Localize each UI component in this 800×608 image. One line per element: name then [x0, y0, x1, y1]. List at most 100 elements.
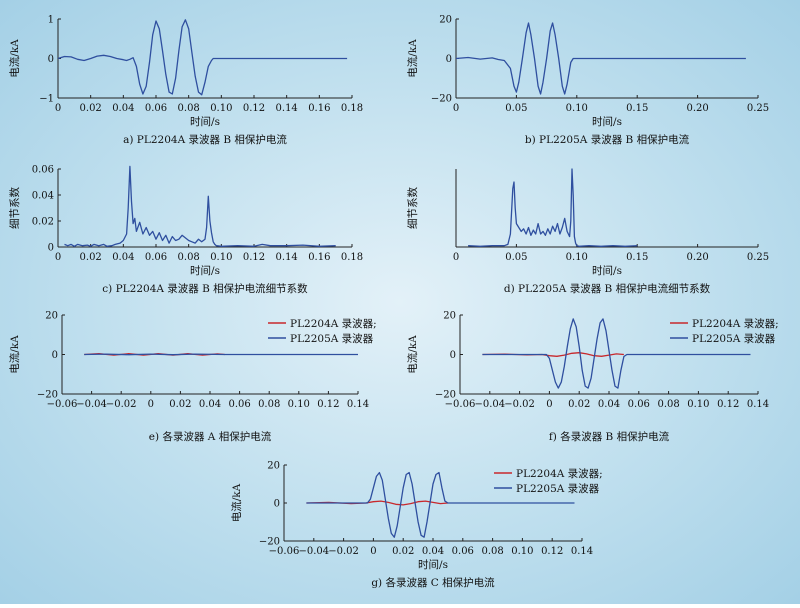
- x-tick-label: 0.05: [505, 103, 527, 114]
- x-tick-label: 0.10: [210, 252, 232, 263]
- x-tick-label: 0.14: [276, 252, 298, 263]
- x-axis-label: 时间/s: [592, 264, 622, 277]
- x-tick-label: 0.12: [541, 546, 563, 557]
- x-tick-label: 0.08: [481, 546, 503, 557]
- x-tick-label: 0.04: [199, 399, 221, 410]
- series-line-a-0: [57, 19, 348, 96]
- x-tick-label: 0.04: [598, 399, 620, 410]
- x-tick-label: 0.12: [243, 103, 265, 114]
- x-tick-label: 0.08: [258, 399, 280, 410]
- x-tick-label: 0.04: [112, 103, 134, 114]
- y-axis-label: 电流/kA: [406, 335, 419, 374]
- x-axis-label: 时间/s: [592, 115, 622, 128]
- chart-caption: d) PL2205A 录波器 B 相保护电流细节系数: [504, 282, 711, 295]
- x-tick-label: −0.02: [504, 399, 535, 410]
- x-tick-label: 0.12: [317, 399, 339, 410]
- x-tick-label: 0: [148, 399, 154, 410]
- x-tick-label: 0: [55, 252, 61, 263]
- x-tick-label: 0.10: [511, 546, 533, 557]
- series-line-c-0: [64, 165, 336, 247]
- x-tick-label: 0: [370, 546, 376, 557]
- x-tick-label: −0.04: [474, 399, 505, 410]
- chart-caption: b) PL2205A 录波器 B 相保护电流: [525, 133, 690, 146]
- chart-caption: a) PL2204A 录波器 B 相保护电流: [123, 133, 287, 146]
- chart-caption: g) 各录波器 C 相保护电流: [371, 576, 495, 589]
- x-tick-label: 0.02: [169, 399, 191, 410]
- series-line-d-0: [468, 168, 638, 247]
- y-axis-label: 细节系数: [406, 187, 419, 229]
- y-axis-label: 电流/kA: [230, 483, 243, 522]
- x-tick-label: 0.06: [452, 546, 474, 557]
- x-axis-label: 时间/s: [190, 115, 220, 128]
- series-line-f-1: [482, 318, 751, 389]
- x-tick-label: 0.10: [687, 399, 709, 410]
- x-tick-label: 0.14: [276, 103, 298, 114]
- x-tick-label: −0.04: [76, 399, 107, 410]
- legend-label: PL2204A 录波器;: [692, 317, 779, 330]
- x-tick-label: 0.04: [422, 546, 444, 557]
- x-tick-label: 0.04: [112, 252, 134, 263]
- x-tick-label: 0.12: [243, 252, 265, 263]
- x-tick-label: 0.25: [747, 103, 769, 114]
- x-tick-label: 0.14: [571, 546, 593, 557]
- x-tick-label: 0.10: [566, 252, 588, 263]
- x-tick-label: 0.18: [341, 103, 363, 114]
- x-tick-label: 0.15: [626, 252, 648, 263]
- legend-label: PL2204A 录波器;: [516, 467, 603, 480]
- x-tick-label: 0.14: [747, 399, 769, 410]
- chart-panel-a: 0 0.02 0.04 0.06 0.08 0.10 0.12 0.14 0.16 0.18−10…: [8, 15, 363, 147]
- y-tick-label: 1: [48, 15, 54, 26]
- x-tick-label: 0.25: [747, 252, 769, 263]
- x-tick-label: 0.12: [717, 399, 739, 410]
- x-tick-label: 0.06: [228, 399, 250, 410]
- series-line-b-0: [455, 22, 746, 95]
- x-tick-label: 0.20: [686, 103, 708, 114]
- chart-panel-e: −0.06−0.04−0.02 0 0.02 0.04 0.06 0.08 0.10 0.12…: [8, 311, 377, 444]
- y-tick-label: −20: [431, 94, 452, 105]
- x-tick-label: −0.02: [106, 399, 137, 410]
- y-tick-label: 0.02: [32, 217, 54, 228]
- legend-label: PL2204A 录波器;: [290, 317, 377, 330]
- y-tick-label: 0: [48, 243, 54, 254]
- x-tick-label: −0.06: [269, 546, 300, 557]
- x-tick-label: 0.10: [210, 103, 232, 114]
- y-tick-label: −1: [39, 94, 54, 105]
- series-line-g-1: [306, 471, 575, 538]
- x-tick-label: 0.18: [341, 252, 363, 263]
- y-axis-label: 电流/kA: [406, 39, 419, 78]
- chart-caption: c) PL2204A 录波器 B 相保护电流细节系数: [102, 282, 308, 295]
- y-axis-label: 细节系数: [8, 187, 21, 229]
- x-tick-label: 0.02: [568, 399, 590, 410]
- y-tick-label: −20: [435, 390, 456, 401]
- legend-label: PL2205A 录波器: [290, 332, 374, 345]
- x-tick-label: 0.06: [145, 252, 167, 263]
- y-tick-label: 20: [45, 311, 58, 322]
- chart-panel-f: −0.06 −0.04 −0.02 0 0.02 0.04 0.06 0.08 0.10 0.12…: [406, 311, 779, 444]
- y-axis-label: 电流/kA: [8, 39, 21, 78]
- x-tick-label: 0.15: [626, 103, 648, 114]
- x-axis-label: 时间/s: [418, 558, 448, 571]
- x-tick-label: 0.02: [80, 252, 102, 263]
- x-tick-label: −0.02: [328, 546, 359, 557]
- chart-panel-d: 0 0.05 0.10 0.15 0.20 0.25 时间/s 细节系数 d) PL2205A …: [406, 168, 769, 295]
- y-tick-label: 20: [267, 461, 280, 472]
- y-tick-label: 0: [274, 499, 280, 510]
- x-tick-label: −0.04: [298, 546, 329, 557]
- y-tick-label: 20: [439, 15, 452, 26]
- legend-label: PL2205A 录波器: [692, 332, 776, 345]
- x-tick-label: 0.08: [178, 103, 200, 114]
- x-tick-label: 0.16: [308, 103, 330, 114]
- chart-caption: f) 各录波器 B 相保护电流: [549, 430, 670, 443]
- x-tick-label: 0.06: [145, 103, 167, 114]
- x-tick-label: −0.06: [445, 399, 476, 410]
- x-tick-label: 0.02: [392, 546, 414, 557]
- x-tick-label: 0: [453, 252, 459, 263]
- chart-caption: e) 各录波器 A 相保护电流: [149, 430, 272, 443]
- x-tick-label: 0.10: [566, 103, 588, 114]
- y-tick-label: 0.06: [32, 165, 54, 176]
- y-tick-label: 0: [48, 54, 54, 65]
- series-line-e-1: [84, 353, 358, 356]
- x-tick-label: 0.08: [178, 252, 200, 263]
- x-axis-label: 时间/s: [190, 264, 220, 277]
